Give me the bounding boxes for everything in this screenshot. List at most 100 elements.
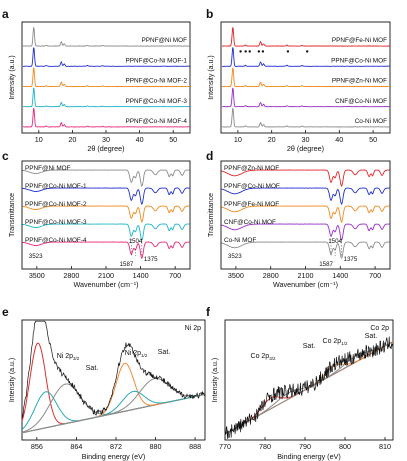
- panel-d-series-1: [221, 187, 390, 206]
- panel-a-series-label-2: PPNF@Co-Ni MOF-2: [125, 78, 187, 85]
- panel-d-x-axis: 3500 2800 2100 1400 700 Wavenumber (cm⁻¹): [228, 266, 381, 289]
- panel-c-series-2: [22, 205, 190, 223]
- panel-d-series-label-1: PPNF@Co-Ni MOF: [224, 183, 280, 190]
- panel-c-annotation-1: 1504: [129, 238, 143, 245]
- panel-f-xtick-label-4: 810: [379, 442, 391, 451]
- panel-label-c: c: [2, 149, 9, 163]
- panel-b-marker-5: [286, 50, 290, 53]
- panel-a-series-3: [22, 87, 191, 108]
- panel-d-xtick-label-2: 2100: [298, 271, 314, 280]
- panel-b-xtick-label-2: 30: [302, 135, 310, 144]
- panel-d-series-label-0: PPNF@Zn-Ni MOF: [224, 165, 279, 172]
- panel-label-d: d: [206, 149, 213, 163]
- panel-e-xtick-label-4: 888: [189, 442, 201, 451]
- panel-d-xtick-label-1: 2800: [263, 271, 279, 280]
- panel-a-series-4: [23, 108, 190, 128]
- panel-d-xtick-label-3: 1400: [332, 271, 348, 280]
- panel-d-xtick-label-4: 700: [369, 271, 381, 280]
- panel-a-xtick-label-2: 30: [102, 135, 110, 144]
- panel-d-annotation-3: 1375: [344, 256, 358, 263]
- panel-c-annotation-0: 3523: [29, 253, 43, 260]
- panel-e-peak-label-2: Ni 2p1/2: [125, 350, 148, 358]
- panel-e-component-5: [21, 377, 205, 434]
- panel-a-series-0: [22, 27, 190, 47]
- panel-d-ylabel: Transmittance: [208, 193, 215, 237]
- panel-d-annotations: 3523 1504 1587 1375: [228, 238, 358, 268]
- panel-c-series-label-2: PPNF@Co-Ni MOF-2: [25, 201, 87, 208]
- panel-f-raw-data: [224, 336, 393, 439]
- panel-b-marker-0: [239, 50, 242, 53]
- panel-e-peak-label-0: Ni 2p3/2: [57, 353, 80, 361]
- panel-f-xtick-label-0: 770: [219, 442, 231, 451]
- panel-f-peak-label-3: Sat.: [365, 333, 378, 340]
- panel-b-marker-1: [244, 50, 247, 53]
- panel-b-series-2: [221, 67, 390, 88]
- panel-c-annotations: 3523 1504 1587 1375: [29, 238, 158, 268]
- panel-b-series-label-2: PPNF@Zn-Ni MOF: [332, 78, 387, 85]
- panel-b-xtick-label-0: 10: [234, 135, 242, 144]
- panel-e-xtick-label-2: 872: [110, 442, 122, 451]
- panel-c-ylabel: Transmittance: [9, 193, 16, 237]
- panel-e-frame: [21, 319, 206, 441]
- panel-a-series-label-1: PPNF@Co-Ni MOF-1: [125, 57, 187, 64]
- panel-b-marker-4: [261, 50, 265, 53]
- panel-f-frame: [224, 319, 394, 441]
- panel-b-series-1: [221, 47, 390, 67]
- panel-d-series-2: [221, 205, 390, 224]
- panel-b-marker-2: [248, 50, 251, 53]
- panel-f-x-axis: 770 780 790 800 810 Binding energy (eV): [219, 437, 391, 461]
- panel-label-a: a: [2, 7, 9, 21]
- panel-b-marker-6: [305, 50, 309, 53]
- panel-f-xtick-label-3: 800: [339, 442, 351, 451]
- panel-c-annotation-3: 1375: [144, 256, 158, 263]
- panel-e-peak-label-1: Sat.: [86, 365, 99, 372]
- panel-c-xtick-label-2: 2100: [98, 271, 114, 280]
- panel-e-plot: [21, 320, 206, 434]
- panel-e-raw-data: [21, 320, 206, 418]
- panel-f-ylabel: Intensity (a.u.): [212, 358, 219, 402]
- panel-c-xtick-label-0: 3500: [29, 271, 45, 280]
- panel-e-title: Ni 2p: [185, 325, 201, 332]
- panel-b-xtick-label-1: 20: [268, 135, 276, 144]
- panel-f-xlabel: Binding energy (eV): [277, 452, 341, 461]
- panel-a-series-label-4: PPNF@Co-Ni MOF-4: [125, 118, 187, 125]
- panel-d-series-4: [221, 241, 390, 259]
- panel-d-xtick-label-0: 3500: [228, 271, 244, 280]
- panel-b-series-label-3: CNF@Co-Ni MOF: [335, 98, 387, 105]
- panel-d-xlabel: Wavenumber (cm⁻¹): [273, 280, 338, 289]
- panel-f-xtick-label-1: 780: [259, 442, 271, 451]
- panel-e-xlabel: Binding energy (eV): [82, 452, 146, 461]
- panel-a-series-label-3: PPNF@Co-Ni MOF-3: [125, 98, 187, 105]
- panel-b-xlabel: 2θ (degree): [287, 144, 324, 153]
- panel-a-xlabel: 2θ (degree): [87, 144, 124, 153]
- panel-a-series-1: [22, 47, 191, 67]
- panel-c-series-label-1: PPNF@Co-Ni MOF-1: [25, 183, 87, 190]
- panel-f-title: Co 2p: [370, 325, 389, 332]
- panel-c-series-label-0: PPNF@Ni MOF: [25, 165, 71, 172]
- panel-e-component-0: [21, 342, 205, 425]
- panel-b-xtick-label-4: 50: [369, 135, 377, 144]
- panel-label-b: b: [206, 7, 213, 21]
- panel-d-series-0: [221, 169, 390, 187]
- panel-a-series-2: [22, 67, 190, 88]
- panel-f-plot: [224, 336, 394, 439]
- panel-e-peak-label-3: Sat.: [158, 349, 171, 356]
- panel-d-annotation-0: 3523: [228, 253, 242, 260]
- panel-a-xtick-label-3: 40: [136, 135, 144, 144]
- panel-a-x-axis: 10 20 30 40 50 2θ (degree): [35, 130, 177, 153]
- panel-c-xtick-label-3: 1400: [133, 271, 149, 280]
- panel-a-series-label-0: PPNF@Ni MOF: [141, 37, 187, 44]
- panel-c-annotation-2: 1587: [120, 261, 134, 268]
- panel-c-series-1: [22, 187, 190, 206]
- panel-b-series-0: [222, 27, 390, 47]
- panel-a-ylabel: Intensity (a.u.): [9, 55, 16, 99]
- panel-b-series-label-1: PPNF@Co-Ni MOF: [331, 57, 387, 64]
- panel-b-markers: [239, 50, 309, 53]
- panel-c-xtick-label-1: 2800: [63, 271, 79, 280]
- panel-d-series-label-3: CNF@Co-Ni MOF: [224, 219, 276, 226]
- panel-b-series-4: [221, 107, 390, 128]
- panel-e-xtick-label-1: 864: [70, 442, 82, 451]
- panel-c-series-3: [22, 223, 190, 241]
- panel-d-series-label-2: PPNF@Fe-Ni MOF: [224, 201, 279, 208]
